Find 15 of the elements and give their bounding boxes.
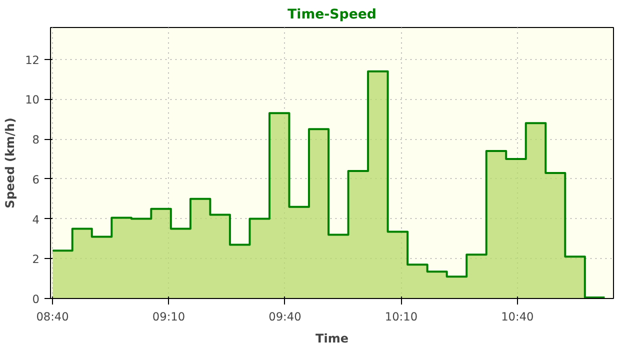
y-tick-label: 4 [32,212,40,226]
chart-title: Time-Speed [288,8,376,22]
x-tick-label: 10:40 [501,310,534,324]
x-tick-label: 09:40 [268,310,302,324]
y-tick-label: 2 [32,252,40,266]
y-tick-label: 6 [32,172,40,186]
x-tick-label: 09:10 [152,310,186,324]
x-axis-title: Time [316,332,348,346]
y-tick-label: 8 [32,132,40,147]
y-tick-label: 12 [25,52,40,67]
x-tick-label: 10:10 [384,310,418,324]
y-tick-label: 10 [25,92,40,107]
y-axis-title: Speed (km/h) [3,118,18,208]
x-tick-label: 08:40 [36,310,69,324]
y-tick-label: 0 [32,292,40,306]
